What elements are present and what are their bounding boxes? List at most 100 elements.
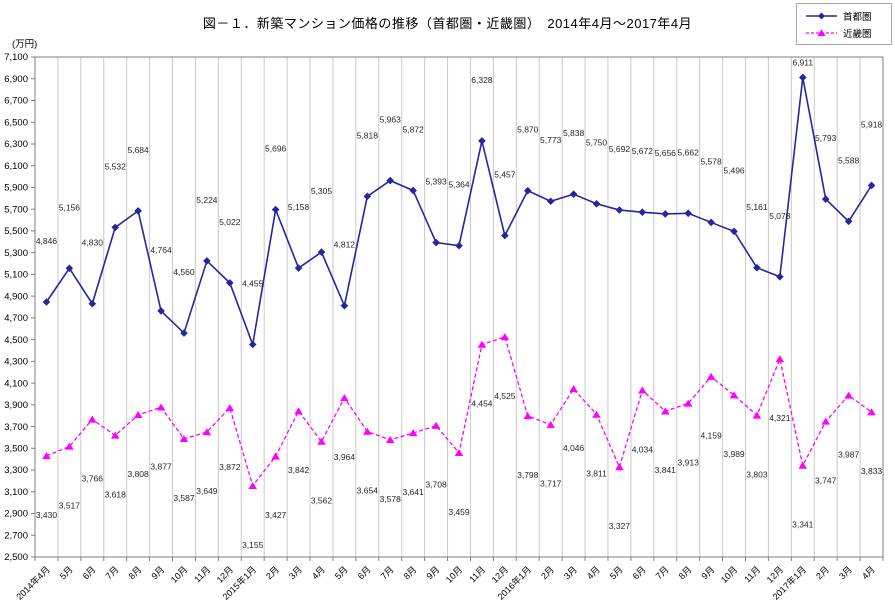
x-category-label: 3月 [287, 564, 304, 581]
x-category-label: 8月 [127, 564, 144, 581]
x-category-label: 10月 [444, 564, 465, 585]
data-point-marker [42, 452, 51, 460]
x-category-label: 2月 [264, 564, 281, 581]
data-point-marker [363, 427, 372, 435]
data-point-label: 5,532 [105, 161, 127, 171]
data-point-label: 5,588 [838, 155, 860, 165]
data-point-label: 5,793 [815, 133, 837, 143]
data-point-marker [752, 411, 762, 419]
data-point-marker [248, 482, 258, 490]
data-point-marker [661, 210, 670, 218]
data-point-label: 5,305 [311, 186, 333, 196]
data-point-marker [753, 263, 761, 272]
data-point-label: 4,046 [563, 443, 585, 453]
x-category-label: 4月 [585, 564, 602, 581]
data-point-marker [776, 272, 784, 281]
data-point-label: 5,364 [448, 180, 470, 190]
data-point-label: 5,662 [678, 147, 700, 157]
data-point-marker [180, 329, 188, 337]
legend-line-sample-shutoken [806, 12, 837, 19]
data-point-label: 5,656 [655, 148, 677, 158]
data-point-label: 3,654 [357, 486, 379, 496]
data-point-label: 3,341 [792, 520, 814, 530]
data-point-marker [363, 192, 372, 201]
y-tick-label: 3,500 [4, 444, 28, 455]
vertical-gridlines [57, 57, 861, 557]
data-point-label: 4,812 [334, 240, 356, 250]
data-point-label: 3,430 [36, 510, 58, 520]
data-point-label: 3,808 [127, 469, 149, 479]
data-point-label: 6,911 [792, 58, 813, 68]
diamond-marker-icon [818, 12, 825, 19]
data-point-marker [294, 264, 303, 272]
data-point-marker [569, 190, 578, 198]
y-tick-label: 4,100 [4, 378, 28, 389]
x-category-label: 10月 [169, 564, 190, 585]
data-point-label: 3,964 [334, 452, 356, 462]
y-tick-label: 5,700 [4, 204, 28, 215]
y-axis-unit-label: (万円) [12, 39, 38, 50]
data-point-marker [867, 408, 876, 416]
data-point-label: 5,773 [540, 135, 562, 145]
data-point-marker [592, 199, 601, 208]
data-point-marker [569, 385, 578, 393]
data-point-marker [385, 436, 395, 444]
data-point-label: 4,525 [494, 391, 516, 401]
y-tick-label: 3,100 [4, 487, 28, 498]
legend-label-shutoken: 首都圏 [843, 11, 872, 23]
data-point-label: 3,587 [173, 493, 195, 503]
data-point-label: 4,764 [150, 245, 172, 255]
data-point-marker [42, 298, 51, 306]
x-category-label: 9月 [700, 564, 717, 581]
y-tick-label: 2,700 [4, 530, 28, 541]
data-point-marker [798, 73, 807, 82]
series-kinki-markers [42, 333, 876, 490]
data-point-marker [157, 307, 165, 315]
data-point-label: 5,872 [403, 124, 425, 134]
data-point-marker [317, 248, 326, 256]
legend-item-shutoken: 首都圏 [805, 8, 885, 23]
y-tick-label: 4,500 [4, 335, 28, 346]
data-point-label: 5,918 [861, 119, 883, 129]
data-point-marker [409, 186, 417, 195]
data-point-label: 5,158 [288, 202, 310, 212]
x-category-label: 3月 [837, 564, 854, 581]
data-point-label: 5,838 [563, 128, 585, 138]
data-point-label: 3,766 [82, 473, 104, 483]
data-point-marker [87, 415, 97, 423]
data-point-label: 3,842 [288, 465, 310, 475]
y-tick-label: 3,300 [4, 465, 28, 476]
y-tick-label: 6,700 [4, 96, 28, 107]
y-tick-label: 5,100 [4, 270, 28, 281]
data-point-marker [592, 410, 601, 418]
data-point-marker [65, 264, 74, 273]
data-point-marker [707, 218, 715, 227]
y-tick-label: 6,300 [4, 139, 28, 150]
data-point-marker [271, 205, 280, 214]
data-point-label: 5,496 [723, 165, 745, 175]
data-point-label: 5,750 [586, 138, 608, 148]
data-point-marker [431, 421, 441, 429]
x-category-label: 11月 [742, 564, 762, 584]
data-point-label: 3,798 [517, 470, 539, 480]
data-point-label: 5,578 [700, 156, 722, 166]
data-point-label: 4,034 [632, 444, 654, 454]
data-point-marker [294, 407, 303, 415]
data-point-label: 3,872 [219, 462, 241, 472]
y-tick-label: 2,900 [4, 509, 28, 520]
data-point-label: 3,517 [59, 500, 81, 510]
x-category-label: 7月 [379, 564, 396, 581]
data-point-label: 3,427 [265, 510, 287, 520]
data-point-label: 3,459 [448, 507, 470, 517]
series-shutoken-markers [42, 73, 876, 349]
data-point-label: 4,846 [36, 236, 58, 246]
chart-title: 図－１．新築マンション価格の推移（首都圏・近畿圏） 2014年4月～2017年4… [202, 16, 693, 31]
x-category-label: 9月 [149, 564, 166, 581]
x-category-label: 7月 [104, 564, 121, 581]
data-point-marker [408, 429, 418, 437]
data-point-marker [615, 206, 624, 214]
data-point-label: 3,155 [242, 540, 264, 550]
data-point-marker [478, 137, 486, 145]
